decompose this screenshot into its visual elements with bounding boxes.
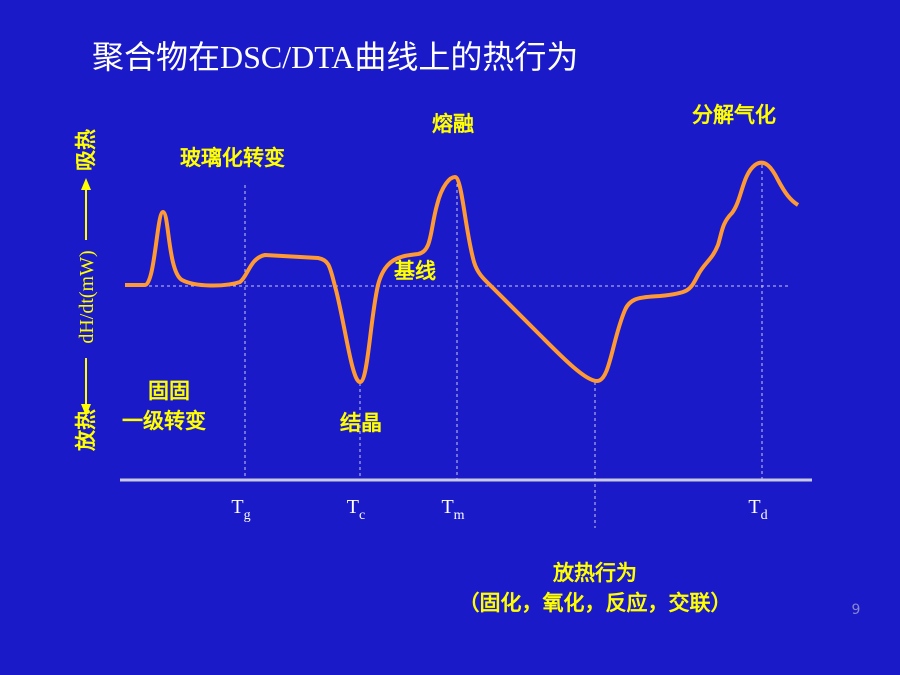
marker-main: T [231, 496, 243, 518]
y-label-middle: dH/dt(mW) [76, 250, 98, 343]
y-label-bottom: 放热 [74, 409, 98, 452]
marker-sub: c [359, 508, 365, 523]
label-solid-solid: 固固 [148, 379, 190, 403]
marker-sub: g [244, 508, 251, 523]
marker-sub: d [761, 508, 768, 523]
marker-label: Tg [231, 496, 250, 523]
label-solid-solid: 一级转变 [122, 409, 206, 433]
marker-label: Tm [441, 496, 464, 523]
label-crystallization: 结晶 [340, 411, 382, 435]
marker-sub: m [454, 508, 465, 523]
label-melting: 熔融 [432, 112, 474, 136]
dsc-curve [125, 160, 800, 384]
page-number: 9 [852, 602, 861, 618]
marker-main: T [347, 496, 359, 518]
marker-label: Td [748, 496, 767, 523]
title: 聚合物在DSC/DTA曲线上的热行为 [92, 39, 578, 75]
y-label-top: 吸热 [74, 129, 98, 171]
marker-main: T [748, 496, 760, 518]
marker-label: Tc [347, 496, 365, 523]
label-baseline: 基线 [394, 259, 436, 283]
arrowhead-up [81, 178, 91, 190]
label-glass-transition: 玻璃化转变 [180, 146, 285, 170]
label-decomposition: 分解气化 [692, 103, 776, 127]
exotherm-title: 放热行为 [552, 561, 637, 585]
marker-main: T [441, 496, 453, 518]
exotherm-detail: （固化，氧化，反应，交联） [459, 591, 732, 615]
arrowhead-down [81, 404, 91, 416]
